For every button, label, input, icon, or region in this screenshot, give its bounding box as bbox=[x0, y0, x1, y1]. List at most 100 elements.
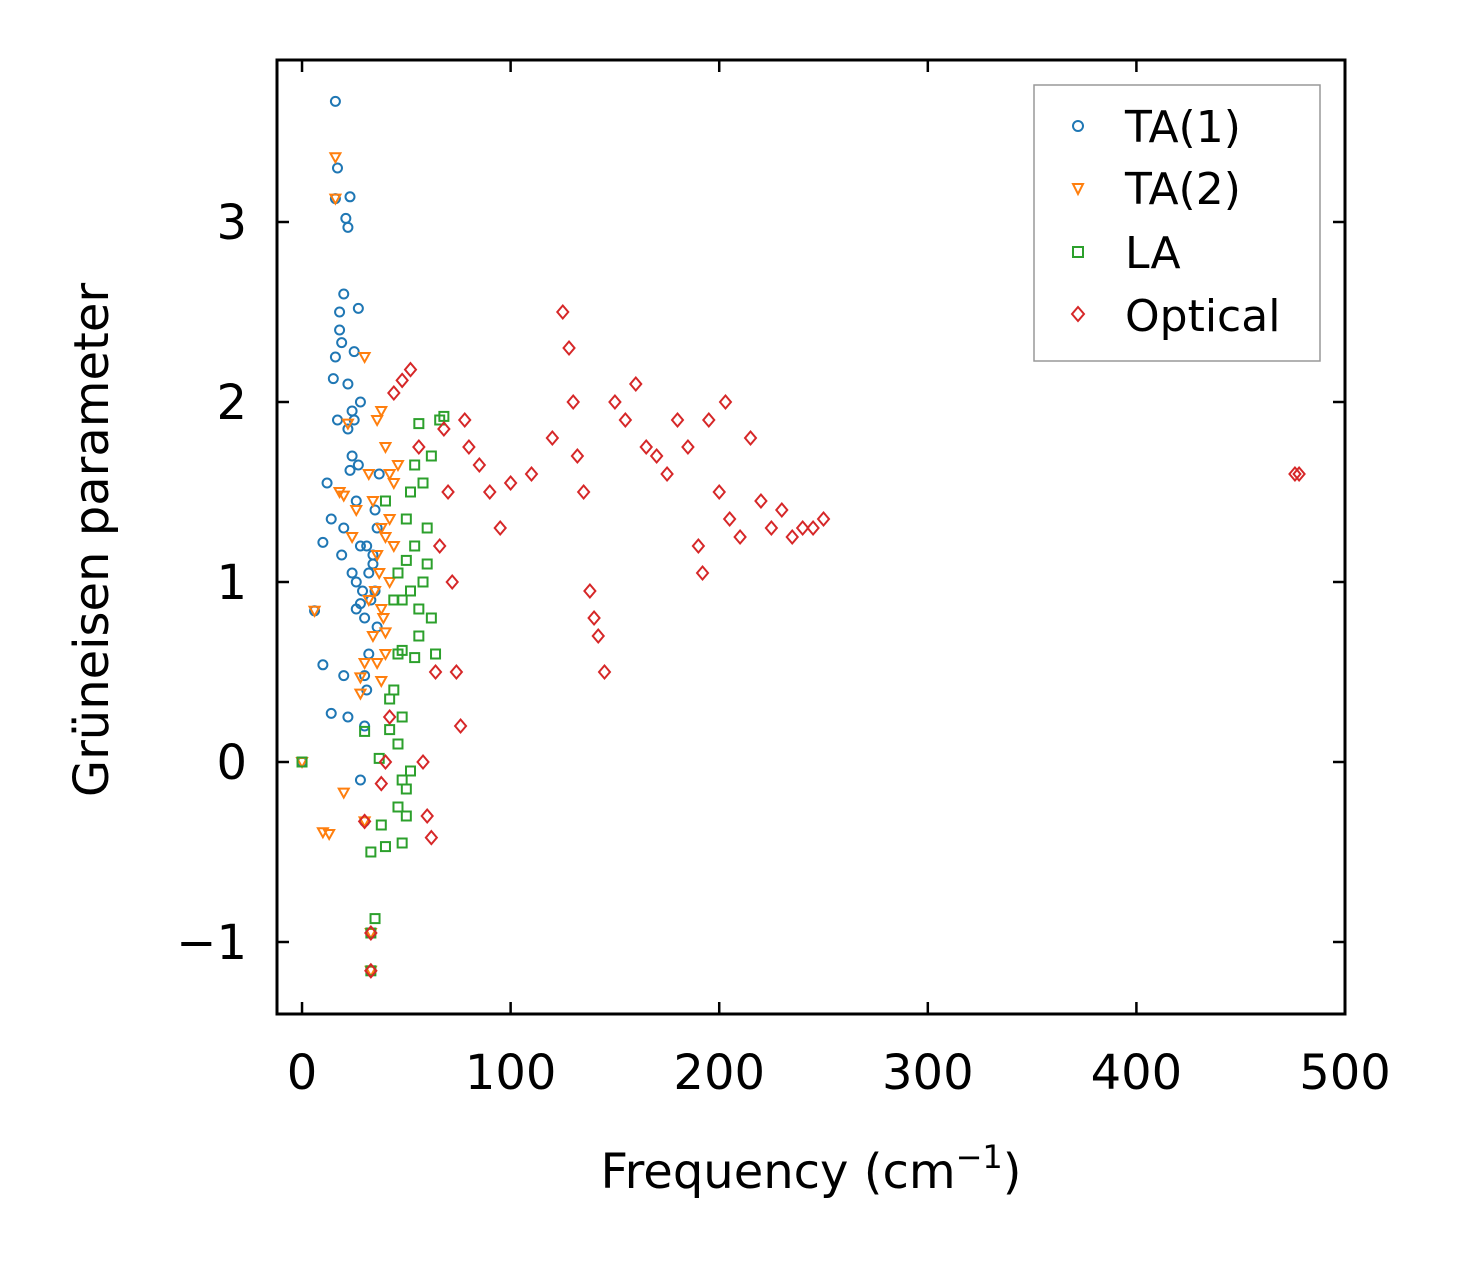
point-optical bbox=[576, 483, 591, 501]
point-optical bbox=[428, 663, 443, 681]
point-ta1 bbox=[344, 191, 356, 203]
point-optical bbox=[670, 411, 685, 429]
point-ta2 bbox=[370, 415, 384, 428]
point-la bbox=[392, 801, 404, 813]
point-ta2 bbox=[378, 627, 393, 640]
point-ta2 bbox=[374, 406, 388, 419]
legend-label-ta2: TA(2) bbox=[1124, 164, 1241, 215]
point-la bbox=[405, 765, 416, 777]
point-ta1 bbox=[369, 504, 381, 516]
point-la bbox=[296, 756, 308, 768]
point-optical bbox=[364, 924, 378, 942]
point-la bbox=[379, 841, 391, 853]
point-ta1 bbox=[317, 536, 329, 548]
point-optical bbox=[712, 483, 727, 501]
point-la bbox=[417, 477, 429, 489]
point-la bbox=[396, 644, 408, 656]
point-la bbox=[396, 837, 408, 849]
point-la bbox=[413, 630, 425, 642]
point-ta1 bbox=[359, 670, 371, 682]
point-optical bbox=[382, 708, 397, 726]
point-optical bbox=[374, 775, 389, 792]
point-ta2 bbox=[337, 787, 351, 800]
point-ta1 bbox=[354, 540, 366, 552]
point-ta1 bbox=[350, 576, 362, 588]
point-ta1 bbox=[329, 351, 341, 363]
point-ta1 bbox=[338, 288, 350, 300]
point-optical bbox=[591, 627, 606, 645]
point-ta1 bbox=[348, 346, 360, 358]
point-optical bbox=[618, 411, 633, 429]
point-ta1 bbox=[361, 540, 373, 552]
point-optical bbox=[441, 483, 455, 501]
point-optical bbox=[795, 519, 810, 537]
point-ta2 bbox=[378, 532, 393, 545]
point-ta1 bbox=[350, 495, 362, 507]
point-optical bbox=[493, 519, 508, 537]
point-la bbox=[359, 725, 371, 737]
point-ta2 bbox=[366, 631, 380, 644]
point-la bbox=[405, 486, 416, 498]
point-ta1 bbox=[338, 522, 350, 534]
point-ta2 bbox=[391, 460, 405, 473]
point-optical bbox=[570, 447, 585, 465]
point-la bbox=[384, 724, 396, 736]
point-optical bbox=[785, 528, 800, 546]
point-ta2 bbox=[374, 523, 388, 536]
point-optical bbox=[437, 420, 451, 438]
point-optical bbox=[524, 465, 539, 483]
point-ta1 bbox=[325, 707, 337, 719]
point-la bbox=[392, 567, 404, 579]
point-ta2 bbox=[322, 829, 336, 842]
point-la bbox=[413, 603, 425, 615]
point-ta1 bbox=[367, 558, 379, 570]
point-ta2 bbox=[349, 505, 363, 518]
point-ta2 bbox=[357, 816, 372, 829]
point-ta1 bbox=[363, 648, 375, 660]
point-ta1 bbox=[354, 396, 366, 408]
y-tick-label: 0 bbox=[216, 735, 247, 791]
point-ta1 bbox=[346, 567, 358, 579]
y-tick-label: 3 bbox=[216, 195, 247, 251]
point-ta1 bbox=[317, 659, 329, 671]
point-ta1 bbox=[334, 306, 346, 318]
point-ta2 bbox=[366, 496, 380, 509]
point-optical bbox=[387, 384, 401, 402]
legend-marker-optical bbox=[1070, 305, 1086, 323]
point-ta1 bbox=[346, 405, 358, 417]
point-ta2 bbox=[357, 658, 372, 671]
point-la bbox=[392, 738, 404, 750]
point-ta2 bbox=[353, 688, 368, 701]
point-ta1 bbox=[334, 324, 346, 336]
point-ta2 bbox=[382, 577, 397, 590]
point-ta2 bbox=[357, 352, 372, 365]
point-optical bbox=[754, 492, 768, 510]
point-la bbox=[421, 558, 433, 570]
point-optical bbox=[1292, 465, 1306, 483]
point-ta1 bbox=[352, 459, 364, 471]
point-la bbox=[384, 693, 396, 705]
point-ta1 bbox=[371, 621, 383, 633]
point-ta1 bbox=[338, 670, 350, 682]
point-ta1 bbox=[359, 612, 371, 624]
point-optical bbox=[503, 474, 518, 492]
point-la bbox=[430, 648, 442, 660]
point-optical bbox=[597, 663, 612, 681]
legend-label-optical: Optical bbox=[1125, 291, 1280, 342]
point-ta1 bbox=[331, 162, 343, 174]
point-ta2 bbox=[328, 152, 343, 165]
point-optical bbox=[462, 438, 476, 456]
legend-marker-ta1 bbox=[1072, 120, 1084, 132]
point-ta1 bbox=[354, 598, 366, 610]
point-optical bbox=[681, 438, 695, 456]
point-la bbox=[396, 711, 408, 723]
point-ta1 bbox=[325, 513, 337, 525]
point-ta1 bbox=[352, 302, 364, 314]
point-ta1 bbox=[342, 423, 354, 435]
point-optical bbox=[420, 807, 434, 825]
legend-frame bbox=[1033, 84, 1321, 362]
point-optical bbox=[806, 519, 820, 537]
point-ta2 bbox=[374, 676, 388, 689]
plot-frame bbox=[275, 58, 1347, 1016]
